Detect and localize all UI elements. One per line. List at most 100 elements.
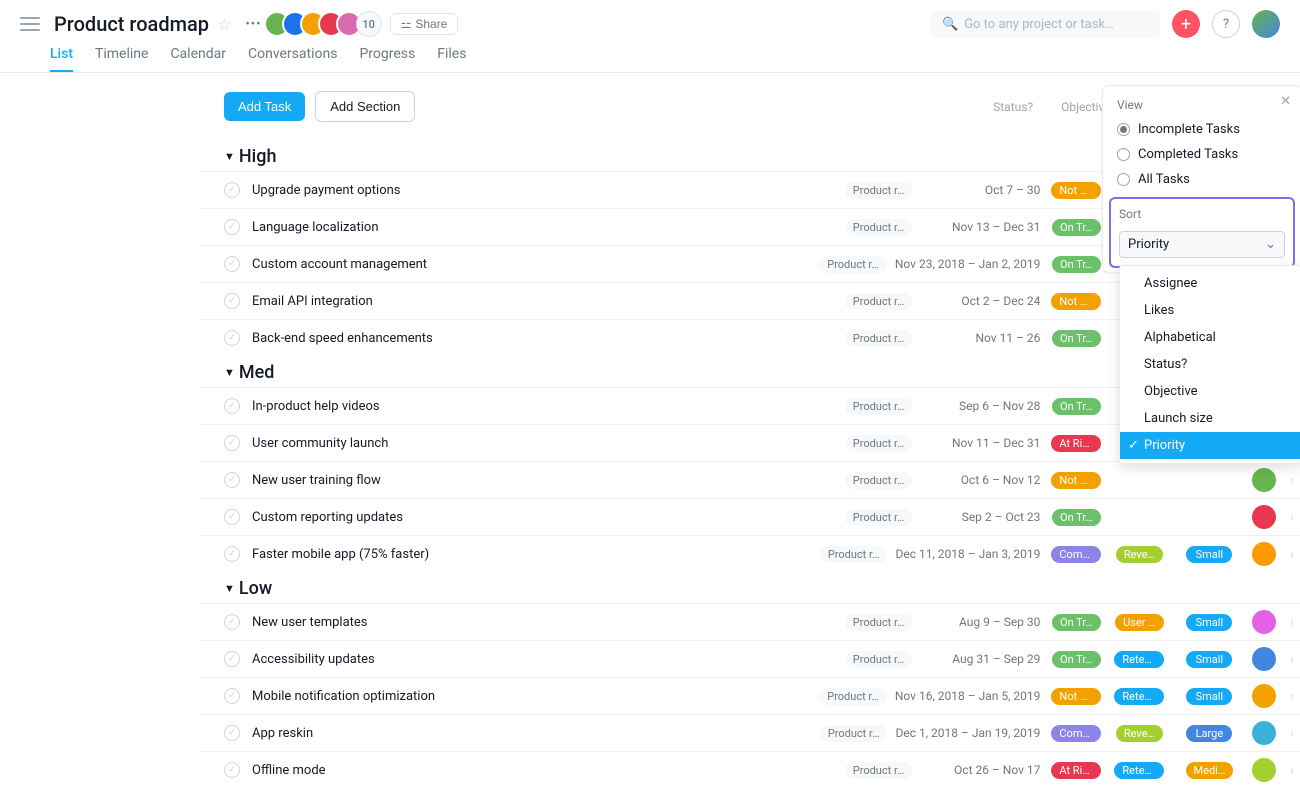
status-pill[interactable]: On Tr… xyxy=(1052,330,1101,347)
project-tag[interactable]: Product r… xyxy=(845,330,913,347)
status-pill[interactable]: Not S… xyxy=(1051,688,1101,705)
chevron-right-icon[interactable]: › xyxy=(1290,473,1294,487)
size-pill[interactable]: Small xyxy=(1186,614,1232,631)
add-section-button[interactable]: Add Section xyxy=(315,91,415,122)
sort-option[interactable]: Likes xyxy=(1120,297,1300,324)
size-pill[interactable]: Small xyxy=(1186,651,1232,668)
complete-check[interactable] xyxy=(224,182,240,198)
task-date[interactable]: Dec 1, 2018 – Jan 19, 2019 xyxy=(895,726,1040,740)
status-pill[interactable]: At Risk xyxy=(1051,435,1101,452)
sort-option[interactable]: Priority xyxy=(1120,432,1300,459)
objective-pill[interactable]: Reten… xyxy=(1114,651,1164,668)
view-option[interactable]: All Tasks xyxy=(1117,172,1287,187)
complete-check[interactable] xyxy=(224,509,240,525)
complete-check[interactable] xyxy=(224,651,240,667)
sort-option[interactable]: Alphabetical xyxy=(1120,324,1300,351)
complete-check[interactable] xyxy=(224,435,240,451)
menu-icon[interactable] xyxy=(20,17,40,31)
project-tag[interactable]: Product r… xyxy=(845,398,913,415)
share-button[interactable]: ⚍ Share xyxy=(390,13,459,35)
objective-pill[interactable]: Reten… xyxy=(1114,762,1164,779)
sort-option[interactable]: Launch size xyxy=(1120,405,1300,432)
size-pill[interactable]: Small xyxy=(1186,546,1232,563)
assignee-avatar[interactable] xyxy=(1252,505,1276,529)
task-date[interactable]: Aug 9 – Sep 30 xyxy=(920,615,1040,629)
project-tag[interactable]: Product r… xyxy=(819,688,887,705)
chevron-right-icon[interactable]: › xyxy=(1290,689,1294,703)
task-row[interactable]: Custom reporting updatesProduct r…Sep 2 … xyxy=(200,498,1300,535)
global-add-button[interactable]: + xyxy=(1172,10,1200,38)
task-date[interactable]: Sep 2 – Oct 23 xyxy=(920,510,1040,524)
complete-check[interactable] xyxy=(224,472,240,488)
project-tag[interactable]: Product r… xyxy=(820,546,888,563)
chevron-right-icon[interactable]: › xyxy=(1290,726,1294,740)
project-tag[interactable]: Product r… xyxy=(845,219,913,236)
task-date[interactable]: Oct 2 – Dec 24 xyxy=(920,294,1040,308)
sort-option[interactable]: Assignee xyxy=(1120,270,1300,297)
project-tag[interactable]: Product r… xyxy=(845,614,913,631)
objective-pill[interactable]: Reten… xyxy=(1114,688,1164,705)
chevron-right-icon[interactable]: › xyxy=(1290,615,1294,629)
section-header[interactable]: ▼Low xyxy=(200,572,1300,603)
status-pill[interactable]: On Tr… xyxy=(1052,509,1101,526)
project-tag[interactable]: Product r… xyxy=(845,762,913,779)
task-row[interactable]: Mobile notification optimizationProduct … xyxy=(200,677,1300,714)
chevron-right-icon[interactable]: › xyxy=(1290,547,1294,561)
add-task-button[interactable]: Add Task xyxy=(224,92,305,121)
complete-check[interactable] xyxy=(224,256,240,272)
complete-check[interactable] xyxy=(224,293,240,309)
task-row[interactable]: New user training flowProduct r…Oct 6 – … xyxy=(200,461,1300,498)
tab-calendar[interactable]: Calendar xyxy=(170,46,226,72)
project-tag[interactable]: Product r… xyxy=(845,651,913,668)
project-tag[interactable]: Product r… xyxy=(819,256,887,273)
complete-check[interactable] xyxy=(224,614,240,630)
member-avatars[interactable]: 10 xyxy=(272,11,382,37)
project-tag[interactable]: Product r… xyxy=(845,182,913,199)
task-row[interactable]: Offline modeProduct r…Oct 26 – Nov 17At … xyxy=(200,751,1300,788)
tab-files[interactable]: Files xyxy=(437,46,466,72)
complete-check[interactable] xyxy=(224,398,240,414)
assignee-avatar[interactable] xyxy=(1252,542,1276,566)
status-pill[interactable]: Not S… xyxy=(1051,182,1101,199)
status-pill[interactable]: On Tr… xyxy=(1052,398,1101,415)
column-header[interactable]: Status? xyxy=(993,100,1033,114)
status-pill[interactable]: On Tr… xyxy=(1052,614,1101,631)
task-date[interactable]: Nov 16, 2018 – Jan 5, 2019 xyxy=(895,689,1041,703)
objective-pill[interactable]: User … xyxy=(1115,614,1163,631)
status-pill[interactable]: On Tr… xyxy=(1052,219,1101,236)
sort-option[interactable]: Status? xyxy=(1120,351,1300,378)
star-icon[interactable]: ☆ xyxy=(217,15,231,34)
task-date[interactable]: Nov 11 – Dec 31 xyxy=(920,436,1040,450)
complete-check[interactable] xyxy=(224,330,240,346)
task-date[interactable]: Nov 13 – Dec 31 xyxy=(920,220,1040,234)
complete-check[interactable] xyxy=(224,219,240,235)
view-option[interactable]: Completed Tasks xyxy=(1117,147,1287,162)
task-row[interactable]: App reskinProduct r…Dec 1, 2018 – Jan 19… xyxy=(200,714,1300,751)
complete-check[interactable] xyxy=(224,725,240,741)
task-date[interactable]: Dec 11, 2018 – Jan 3, 2019 xyxy=(895,547,1040,561)
objective-pill[interactable]: Reve… xyxy=(1116,546,1163,563)
task-date[interactable]: Oct 7 – 30 xyxy=(920,183,1040,197)
assignee-avatar[interactable] xyxy=(1252,647,1276,671)
status-pill[interactable]: Comp… xyxy=(1051,725,1101,742)
task-row[interactable]: Faster mobile app (75% faster)Product r…… xyxy=(200,535,1300,572)
project-tag[interactable]: Product r… xyxy=(820,725,888,742)
chevron-right-icon[interactable]: › xyxy=(1290,652,1294,666)
project-tag[interactable]: Product r… xyxy=(845,293,913,310)
profile-avatar[interactable] xyxy=(1252,10,1280,38)
size-pill[interactable]: Small xyxy=(1186,688,1232,705)
size-pill[interactable]: Medi… xyxy=(1186,762,1234,779)
complete-check[interactable] xyxy=(224,688,240,704)
chevron-right-icon[interactable]: › xyxy=(1290,510,1294,524)
status-pill[interactable]: On Tr… xyxy=(1052,651,1101,668)
sort-option[interactable]: Objective xyxy=(1120,378,1300,405)
task-row[interactable]: Accessibility updatesProduct r…Aug 31 – … xyxy=(200,640,1300,677)
sort-select[interactable]: Priority ⌄ xyxy=(1119,231,1285,258)
project-tag[interactable]: Product r… xyxy=(845,509,913,526)
complete-check[interactable] xyxy=(224,762,240,778)
status-pill[interactable]: Comp… xyxy=(1051,546,1101,563)
task-row[interactable]: New user templatesProduct r…Aug 9 – Sep … xyxy=(200,603,1300,640)
assignee-avatar[interactable] xyxy=(1252,684,1276,708)
status-pill[interactable]: Not S… xyxy=(1051,293,1101,310)
assignee-avatar[interactable] xyxy=(1252,758,1276,782)
